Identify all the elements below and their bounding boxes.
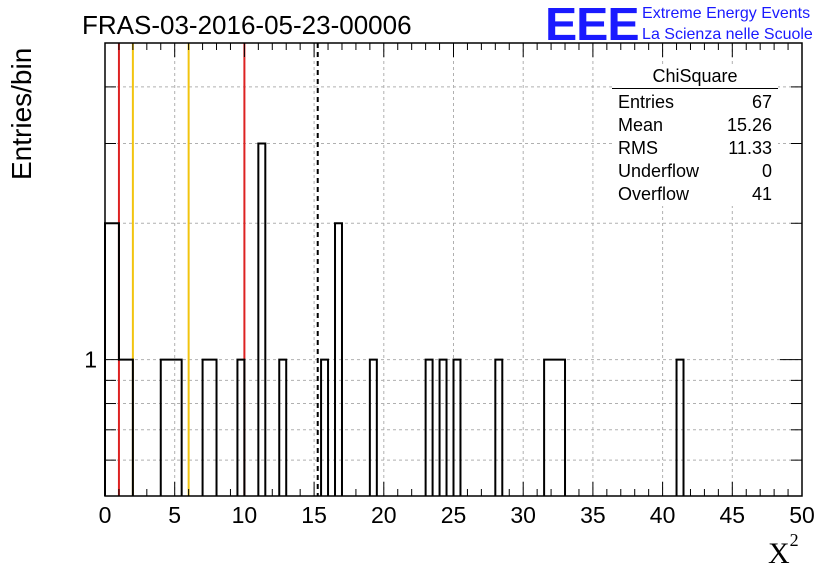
histogram-bar — [335, 223, 342, 496]
x-tick-label: 25 — [441, 502, 467, 528]
histogram-bar — [370, 360, 377, 496]
stats-row-mean: Mean 15.26 — [612, 114, 778, 137]
stats-label: Overflow — [618, 184, 690, 204]
x-axis-label: X2 — [768, 530, 799, 571]
stats-label: RMS — [618, 138, 658, 158]
x-tick-label: 40 — [650, 502, 676, 528]
logo-text: Extreme Energy Events La Scienza nelle S… — [642, 2, 813, 45]
histogram-bar — [495, 360, 502, 496]
x-tick-label: 50 — [789, 502, 815, 528]
axis-ticks — [104, 43, 803, 496]
stats-label: Mean — [618, 115, 664, 135]
chart-title: FRAS-03-2016-05-23-00006 — [82, 10, 412, 40]
x-tick-label: 10 — [232, 502, 258, 528]
stats-value: 11.33 — [728, 138, 772, 158]
stats-row-rms: RMS 11.33 — [612, 137, 778, 160]
histogram-bars — [104, 142, 685, 496]
stats-value: 15.26 — [726, 115, 772, 135]
stats-row-entries: Entries 67 — [612, 91, 778, 114]
x-tick-labels: 0 5 10 15 20 25 30 35 40 45 50 — [99, 502, 815, 528]
x-tick-label: 35 — [580, 502, 606, 528]
histogram-bar — [321, 360, 328, 496]
stats-box: ChiSquare Entries 67 Mean 15.26 RMS 11.33 U… — [612, 66, 778, 206]
histogram-bar — [210, 360, 217, 496]
logo-line-2: La Scienza nelle Scuole — [642, 26, 813, 43]
histogram-bar — [175, 360, 182, 496]
x-tick-label: 0 — [99, 502, 112, 528]
y-tick-labels: 1 — [84, 347, 97, 373]
stats-title: ChiSquare — [612, 66, 778, 89]
x-tick-label: 20 — [371, 502, 397, 528]
histogram-bar — [119, 360, 126, 496]
histogram-bar — [237, 360, 244, 496]
histogram-bar — [551, 360, 558, 496]
eee-logo: EEE Extreme Energy Events La Scienza nel… — [545, 0, 813, 50]
histogram-bar — [258, 143, 265, 496]
y-tick-label: 1 — [84, 347, 97, 373]
stats-value: 0 — [761, 161, 772, 181]
stats-value: 67 — [751, 92, 772, 112]
x-tick-label: 30 — [510, 502, 536, 528]
stats-value: 41 — [751, 184, 772, 204]
histogram-bar — [168, 360, 175, 496]
x-tick-label: 15 — [301, 502, 327, 528]
histogram-bar — [558, 360, 565, 496]
histogram-bar — [279, 360, 286, 496]
histogram-bar — [544, 360, 551, 496]
y-axis-label: Entries/bin — [6, 47, 37, 180]
stats-row-overflow: Overflow 41 — [612, 183, 778, 206]
x-axis-label-main: X — [768, 537, 790, 570]
histogram-bar — [126, 360, 133, 496]
stats-row-underflow: Underflow 0 — [612, 160, 778, 183]
logo-line-1: Extreme Energy Events — [642, 5, 811, 22]
x-axis-label-superscript: 2 — [789, 530, 799, 550]
histogram-bar — [203, 360, 210, 496]
histogram-bar — [161, 360, 168, 496]
logo-letters: EEE — [545, 0, 640, 50]
x-tick-label: 45 — [720, 502, 746, 528]
histogram-bar — [677, 360, 684, 496]
stats-label: Underflow — [618, 161, 700, 181]
histogram-outline — [104, 142, 685, 496]
histogram-bar — [426, 360, 433, 496]
x-tick-label: 5 — [168, 502, 181, 528]
reference-lines — [117, 43, 319, 496]
histogram-bar — [454, 360, 461, 496]
stats-label: Entries — [618, 92, 675, 112]
histogram-bar — [440, 360, 447, 496]
